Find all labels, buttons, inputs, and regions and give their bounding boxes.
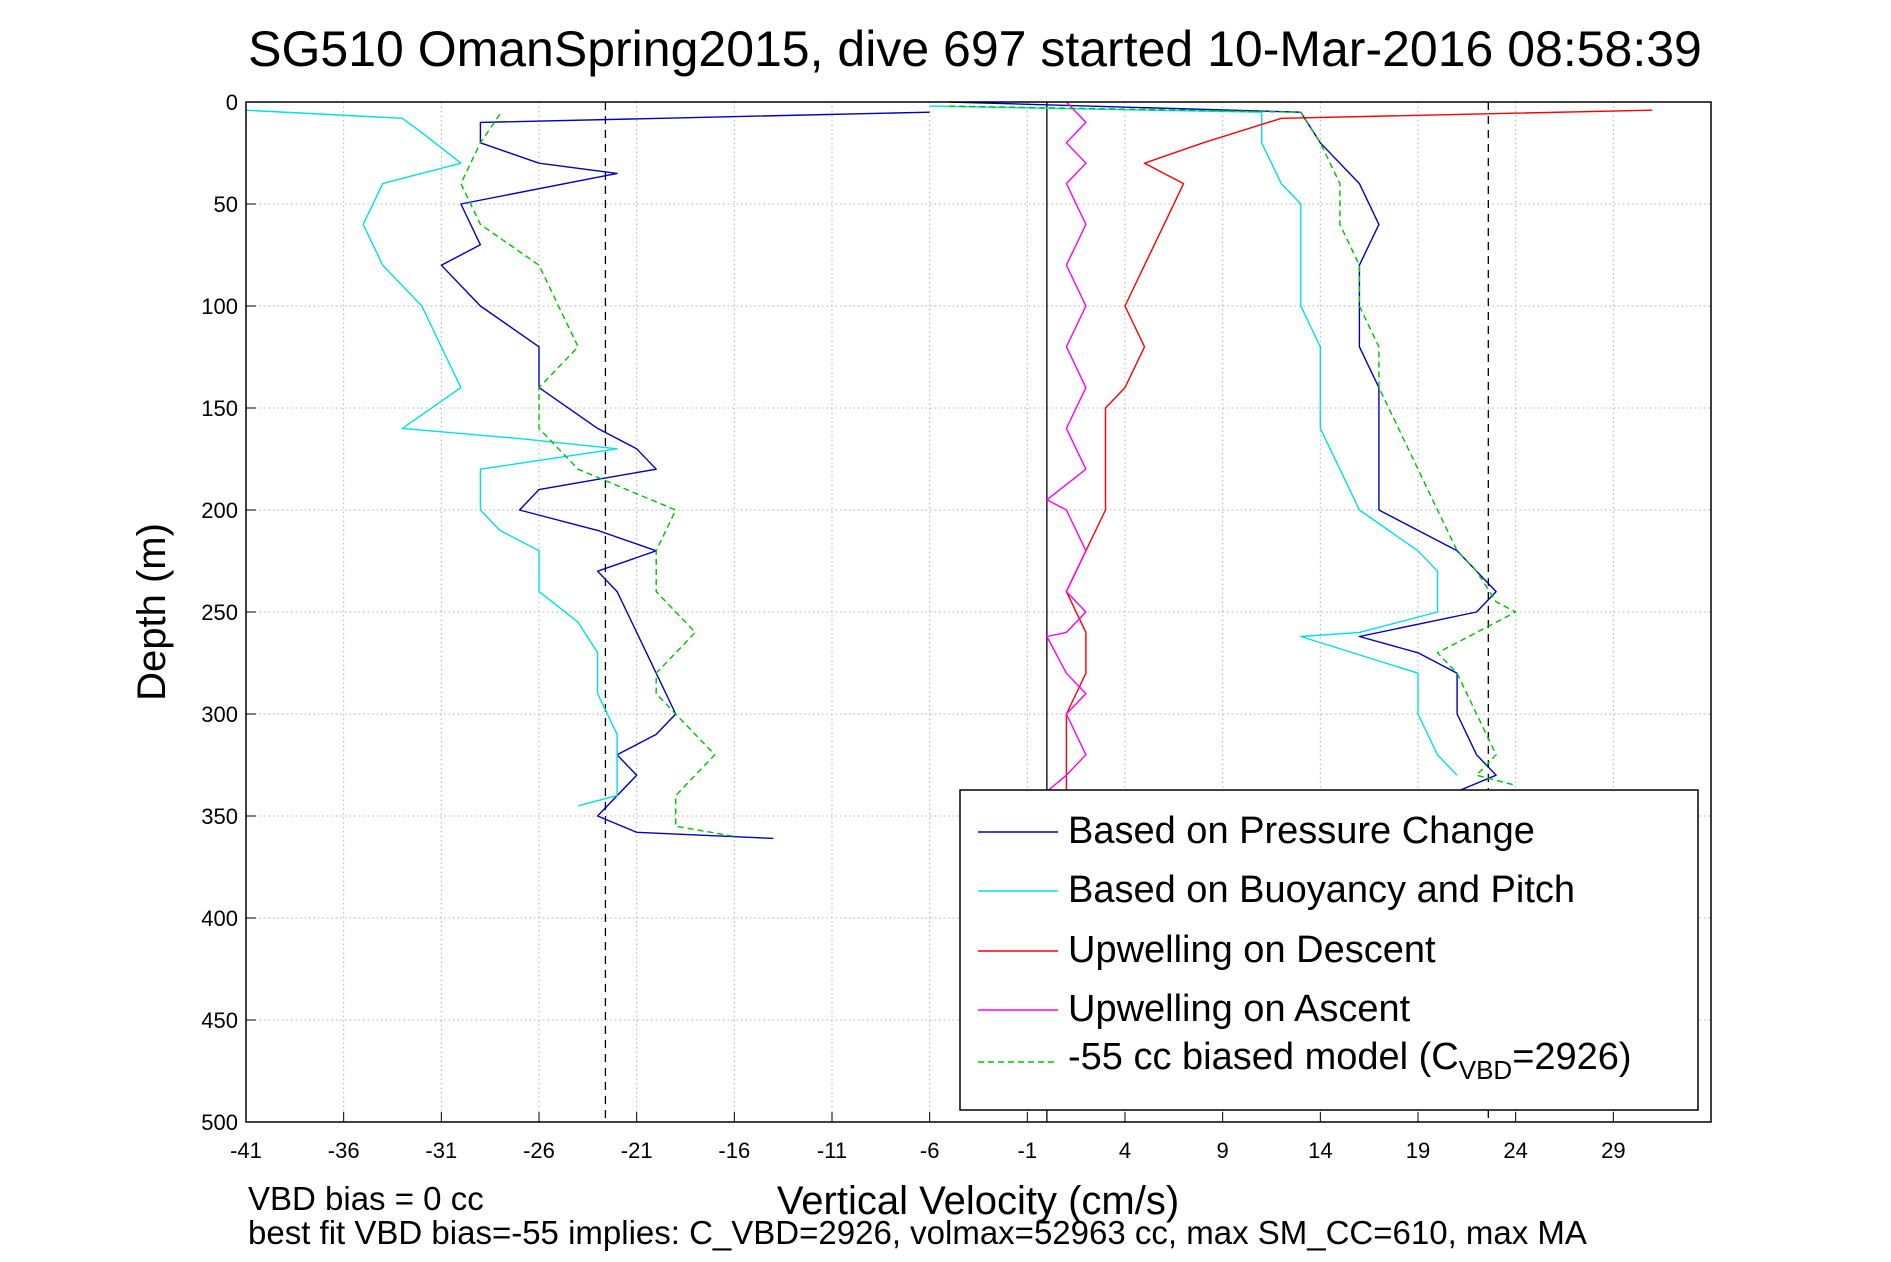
legend-entry-buoyancy-pitch: Based on Buoyancy and Pitch xyxy=(1068,869,1575,911)
x-tick-label: -36 xyxy=(328,1138,360,1163)
x-tick-label: -41 xyxy=(230,1138,262,1163)
legend-entry-pressure-change: Based on Pressure Change xyxy=(1068,810,1535,852)
y-tick-label: 400 xyxy=(201,906,238,931)
y-tick-labels: 0 50 100 150 200 250 300 350 400 450 500 xyxy=(201,90,238,1135)
series-line xyxy=(949,105,1517,787)
x-tick-label: -26 xyxy=(523,1138,555,1163)
x-tick-label: -1 xyxy=(1018,1138,1038,1163)
x-tick-label: 4 xyxy=(1119,1138,1131,1163)
x-tick-labels: -41 -36 -31 -26 -21 -16 -11 -6 -1 4 9 14 19 24 29 xyxy=(230,1138,1625,1163)
legend-entry-upwelling-ascent: Upwelling on Ascent xyxy=(1068,988,1411,1030)
y-tick-label: 450 xyxy=(201,1008,238,1033)
y-tick-label: 250 xyxy=(201,600,238,625)
series-upwelling-on-ascent xyxy=(1046,101,1087,793)
y-tick-label: 50 xyxy=(214,192,238,217)
series-line xyxy=(949,101,1497,793)
y-tick-label: 200 xyxy=(201,498,238,523)
x-tick-label: 24 xyxy=(1503,1138,1527,1163)
series-based-on-buoyancy-and-pitch xyxy=(245,105,1458,807)
legend-entry-upwelling-descent: Upwelling on Descent xyxy=(1068,929,1436,971)
x-tick-label: 9 xyxy=(1217,1138,1229,1163)
legend-entry-biased-model: -55 cc biased model (CVBD=2926) xyxy=(1068,1036,1632,1085)
grid xyxy=(245,101,1711,1123)
y-axis-label: Depth (m) xyxy=(130,523,174,701)
y-tick-label: 100 xyxy=(201,294,238,319)
y-tick-label: 300 xyxy=(201,702,238,727)
y-tick-label: 0 xyxy=(226,90,238,115)
series-upwelling-on-descent xyxy=(1065,109,1653,792)
legend-box xyxy=(959,789,1699,1111)
y-tick-label: 350 xyxy=(201,804,238,829)
x-tick-label: -21 xyxy=(621,1138,653,1163)
x-tick-label: 19 xyxy=(1406,1138,1430,1163)
plot-frame xyxy=(245,101,1712,1123)
series-line xyxy=(1065,109,1653,792)
x-tick-label: -11 xyxy=(817,1138,847,1163)
x-tick-label: -16 xyxy=(718,1138,750,1163)
x-axis-label: Vertical Velocity (cm/s) xyxy=(777,1179,1179,1223)
series-based-on-pressure-change xyxy=(440,101,1497,840)
series-55-cc-biased-model-cvbd-2926 xyxy=(460,105,1517,838)
legend: Based on Pressure Change Based on Buoyan… xyxy=(959,789,1699,1111)
series-line xyxy=(460,113,735,838)
series-line xyxy=(440,111,930,840)
x-tick-label: 29 xyxy=(1601,1138,1625,1163)
x-tick-label: 14 xyxy=(1308,1138,1332,1163)
series-lines xyxy=(245,101,1653,840)
series-line xyxy=(245,109,618,807)
footer-vbd-bias: VBD bias = 0 cc xyxy=(248,1180,484,1217)
x-tick-label: -31 xyxy=(425,1138,457,1163)
footer-best-fit: best fit VBD bias=-55 implies: C_VBD=292… xyxy=(248,1214,1587,1251)
y-tick-label: 150 xyxy=(201,396,238,421)
legend-samples xyxy=(978,831,1058,1063)
y-tick-label: 500 xyxy=(201,1110,238,1135)
series-line xyxy=(1046,101,1087,793)
series-line xyxy=(929,105,1458,776)
chart-title: SG510 OmanSpring2015, dive 697 started 1… xyxy=(248,21,1702,77)
x-tick-label: -6 xyxy=(920,1138,940,1163)
